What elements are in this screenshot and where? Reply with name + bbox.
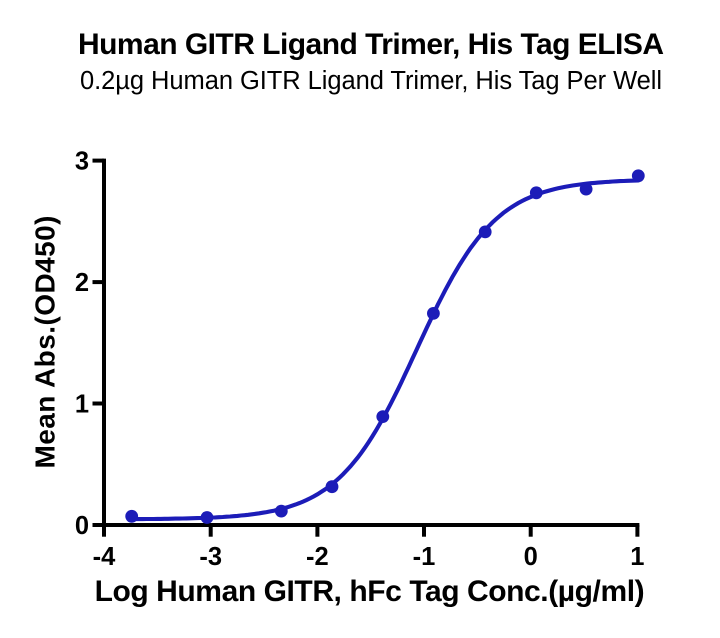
svg-text:2: 2: [75, 269, 89, 297]
svg-text:-4: -4: [93, 543, 116, 571]
svg-text:1: 1: [75, 390, 89, 418]
svg-text:-1: -1: [413, 543, 436, 571]
svg-text:0: 0: [75, 512, 89, 540]
svg-text:-2: -2: [306, 543, 329, 571]
svg-text:0: 0: [524, 543, 538, 571]
svg-text:Log Human GITR, hFc Tag Conc.(: Log Human GITR, hFc Tag Conc.(µg/ml): [95, 575, 645, 608]
svg-text:Human GITR Ligand Trimer, His: Human GITR Ligand Trimer, His Tag ELISA: [78, 28, 664, 61]
svg-text:1: 1: [630, 543, 644, 571]
svg-text:Mean Abs.(OD450): Mean Abs.(OD450): [30, 216, 61, 469]
svg-text:-3: -3: [199, 543, 222, 571]
svg-text:0.2µg Human GITR Ligand Trimer: 0.2µg Human GITR Ligand Trimer, His Tag …: [80, 67, 662, 95]
svg-text:3: 3: [75, 147, 89, 175]
